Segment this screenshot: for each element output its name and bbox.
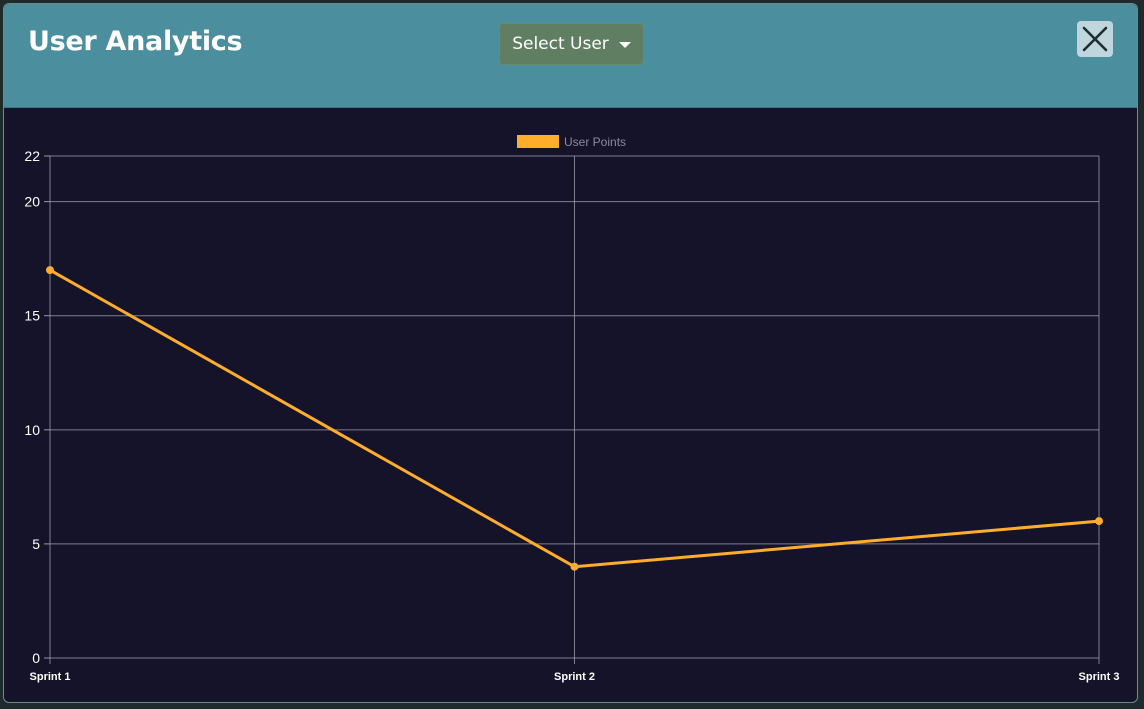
close-icon [1082, 26, 1108, 52]
y-tick-label: 5 [32, 536, 40, 552]
y-tick-label: 22 [24, 148, 40, 164]
chevron-down-icon [619, 42, 631, 48]
user-points-line-chart: User Points 0 5 10 15 20 22 Sprint 1 Sprint 2 Sp… [4, 108, 1138, 703]
modal-title: User Analytics [28, 24, 242, 60]
y-tick-label: 20 [24, 194, 40, 210]
x-tick-label: Sprint 2 [554, 671, 595, 683]
legend-label: User Points [564, 135, 626, 149]
data-point [571, 563, 578, 570]
user-analytics-modal: User Analytics Select User User Points 0… [3, 3, 1138, 703]
select-user-label: Select User [512, 34, 609, 54]
y-tick-label: 0 [32, 650, 40, 666]
modal-header: User Analytics Select User [4, 4, 1137, 108]
y-tick-label: 10 [24, 422, 40, 438]
x-tick-label: Sprint 3 [1079, 671, 1120, 683]
modal-body: User Points 0 5 10 15 20 22 Sprint 1 Sprint 2 Sp… [4, 108, 1137, 703]
data-point [47, 267, 54, 274]
legend-swatch [517, 135, 559, 148]
close-button[interactable] [1077, 21, 1113, 57]
data-point [1096, 518, 1103, 525]
x-tick-label: Sprint 1 [30, 671, 71, 683]
y-tick-label: 15 [24, 308, 40, 324]
select-user-dropdown[interactable]: Select User [499, 23, 644, 65]
